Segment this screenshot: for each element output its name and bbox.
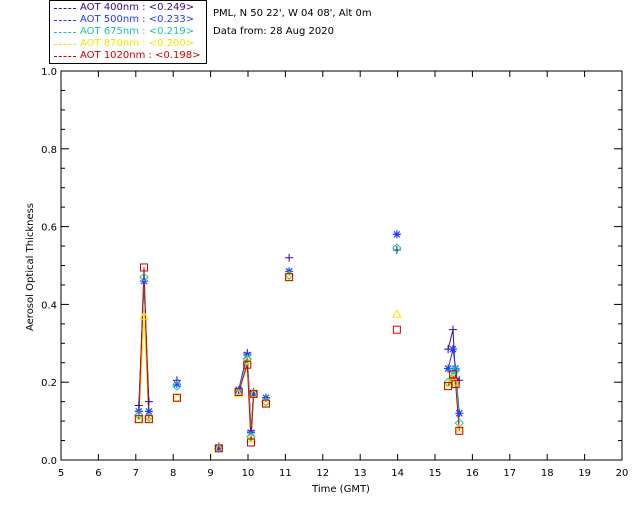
data-point bbox=[448, 325, 457, 334]
data-point bbox=[144, 397, 153, 406]
data-point bbox=[451, 380, 460, 389]
data-point bbox=[392, 243, 402, 253]
data-point bbox=[261, 399, 270, 408]
data-point bbox=[392, 230, 401, 239]
data-point bbox=[139, 272, 149, 282]
series-line bbox=[138, 267, 150, 420]
data-point bbox=[214, 444, 223, 453]
x-tick-label: 9 bbox=[207, 468, 213, 479]
x-axis-label: Time (GMT) bbox=[311, 484, 370, 495]
y-axis-label: Aerosol Optical Thickness bbox=[25, 203, 36, 331]
data-point bbox=[246, 431, 256, 442]
series-line bbox=[447, 329, 460, 381]
data-point bbox=[448, 370, 457, 379]
x-tick-label: 10 bbox=[242, 468, 255, 479]
data-point bbox=[448, 345, 457, 354]
x-tick-label: 19 bbox=[578, 468, 591, 479]
data-point bbox=[246, 438, 255, 447]
data-point bbox=[444, 364, 453, 373]
data-point bbox=[454, 423, 465, 433]
y-tick-label: 1.0 bbox=[41, 67, 57, 78]
y-tick-label: 0.0 bbox=[41, 456, 57, 467]
legend-label-500nm: AOT 500nm : <0.233> bbox=[80, 14, 195, 25]
data-point bbox=[144, 407, 153, 416]
data-point bbox=[391, 309, 402, 318]
data-point bbox=[140, 263, 149, 272]
legend-label-400nm: AOT 400nm : <0.249> bbox=[80, 2, 195, 13]
y-tick-label: 0.6 bbox=[41, 223, 57, 234]
data-point bbox=[242, 355, 253, 365]
legend-item-870nm: AOT 870nm : <0.200> bbox=[50, 38, 206, 50]
series-markers bbox=[133, 230, 465, 454]
data-point bbox=[249, 389, 258, 398]
data-point bbox=[450, 365, 461, 376]
legend-item-400nm: AOT 400nm : <0.249> bbox=[50, 2, 206, 14]
y-tick-label: 0.2 bbox=[41, 378, 57, 389]
data-point bbox=[134, 415, 143, 424]
x-tick-label: 11 bbox=[279, 468, 292, 479]
data-point bbox=[234, 387, 243, 396]
x-tick-label: 13 bbox=[354, 468, 367, 479]
data-point bbox=[243, 360, 252, 369]
data-point bbox=[285, 253, 294, 262]
data-point bbox=[392, 325, 401, 334]
legend-swatch-870nm bbox=[54, 44, 76, 45]
data-point bbox=[249, 389, 258, 398]
y-tick-label: 0.8 bbox=[41, 145, 57, 156]
data-point bbox=[139, 311, 149, 320]
legend: AOT 400nm : <0.249> AOT 500nm : <0.233> … bbox=[49, 0, 207, 64]
axes: 5 6 7 8 9 10 11 12 13 14 15 16 17 18 19 20 0.0 0.2 0.4 0.6 0… bbox=[41, 67, 628, 479]
legend-swatch-400nm bbox=[54, 8, 76, 9]
data-point bbox=[172, 393, 181, 402]
legend-label-1020nm: AOT 1020nm : <0.198> bbox=[80, 50, 201, 61]
legend-label-675nm: AOT 675nm : <0.219> bbox=[80, 26, 195, 37]
data-point bbox=[172, 381, 182, 391]
data-point bbox=[214, 444, 223, 453]
x-tick-label: 16 bbox=[466, 468, 479, 479]
legend-item-675nm: AOT 675nm : <0.219> bbox=[50, 26, 206, 38]
data-point bbox=[172, 392, 182, 402]
data-point bbox=[134, 410, 144, 420]
location-text: PML, N 50 22', W 04 08', Alt 0m bbox=[213, 8, 372, 19]
data-point bbox=[144, 415, 153, 424]
data-point bbox=[455, 409, 464, 418]
legend-item-500nm: AOT 500nm : <0.233> bbox=[50, 14, 206, 26]
legend-swatch-1020nm bbox=[54, 56, 76, 57]
series-lines bbox=[138, 267, 460, 443]
data-point bbox=[285, 273, 294, 282]
x-tick-label: 17 bbox=[503, 468, 516, 479]
x-tick-label: 12 bbox=[316, 468, 329, 479]
data-point bbox=[450, 377, 461, 386]
data-point bbox=[455, 426, 464, 435]
series-line bbox=[238, 364, 255, 443]
x-tick-label: 7 bbox=[133, 468, 139, 479]
data-point bbox=[443, 379, 453, 388]
data-point bbox=[246, 433, 256, 443]
x-tick-label: 20 bbox=[616, 468, 629, 479]
x-tick-label: 15 bbox=[429, 468, 442, 479]
data-point bbox=[233, 388, 244, 398]
series-line bbox=[138, 316, 150, 420]
x-tick-label: 8 bbox=[170, 468, 176, 479]
data-point bbox=[242, 354, 252, 364]
x-tick-label: 6 bbox=[95, 468, 101, 479]
legend-swatch-675nm bbox=[54, 32, 76, 33]
data-point bbox=[172, 380, 181, 389]
x-tick-label: 14 bbox=[391, 468, 404, 479]
date-text: Data from: 28 Aug 2020 bbox=[213, 26, 334, 37]
x-tick-label: 5 bbox=[58, 468, 64, 479]
legend-label-870nm: AOT 870nm : <0.200> bbox=[80, 38, 195, 49]
x-tick-label: 18 bbox=[541, 468, 554, 479]
legend-swatch-500nm bbox=[54, 20, 76, 21]
y-tick-label: 0.4 bbox=[41, 300, 57, 311]
legend-item-1020nm: AOT 1020nm : <0.198> bbox=[50, 50, 206, 62]
